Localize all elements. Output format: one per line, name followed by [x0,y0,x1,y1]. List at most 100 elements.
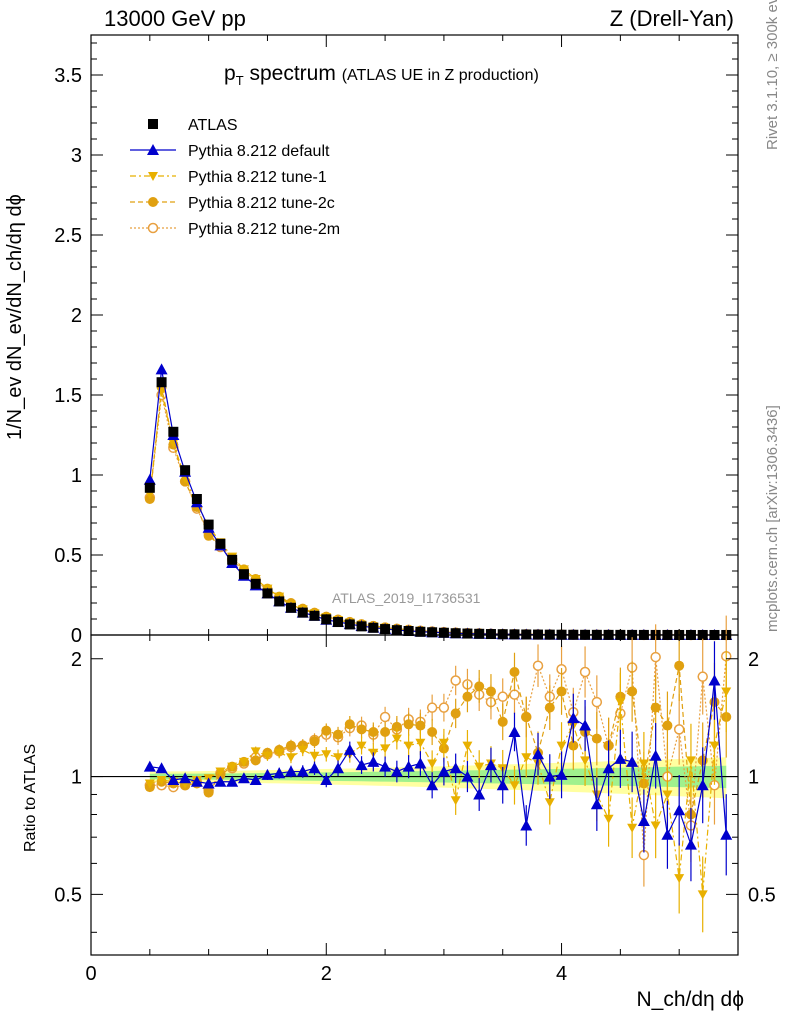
point-tune2c [203,530,214,541]
ratio-point-tune2c [556,686,567,697]
point-default [155,363,168,375]
ratio-line-tune2m [149,656,727,856]
ratio-point-default [284,765,297,777]
analysis-watermark: ATLAS_2019_I1736531 [332,590,481,606]
ratio-point-default [449,762,462,774]
ratio-point-default [661,828,674,840]
point-atlas [509,629,520,640]
point-atlas [297,607,308,618]
legend-label: Pythia 8.212 tune-2c [188,195,335,212]
ratio-point-default [484,759,497,771]
point-atlas [262,588,273,599]
point-atlas [415,626,426,637]
point-atlas [215,538,226,549]
ratio-point-default [696,779,709,791]
point-atlas [450,628,461,639]
ratio-point-tune1 [521,753,532,763]
point-default [143,473,156,485]
legend-marker [147,144,159,155]
ratio-point-default [532,748,545,760]
ratio-point-tune1 [438,738,449,748]
ratio-tick-label-right: 0.5 [748,884,776,906]
ratio-point-default [684,838,697,850]
ratio-point-tune1 [356,741,367,751]
ratio-point-tune1 [427,759,438,769]
ratio-point-tune1 [556,741,567,751]
legend-label: Pythia 8.212 default [188,143,330,160]
ratio-point-tune2c [368,726,379,737]
ratio-tick-label-left: 2 [71,649,82,671]
rivet-info: Rivet 3.1.10, ≥ 300k events [764,0,781,150]
ratio-point-default [343,743,356,755]
ratio-y-axis-label: Ratio to ATLAS [22,743,39,852]
point-atlas [285,602,296,613]
point-atlas [333,617,344,628]
point-atlas [368,622,379,633]
y-tick-label: 1 [71,465,82,487]
x-tick-label: 2 [321,963,332,985]
ratio-point-tune1 [450,796,461,806]
ratio-point-tune1 [380,744,391,754]
ratio-point-default [308,762,321,774]
title-sub: T [235,73,244,89]
point-atlas [344,619,355,630]
ratio-point-tune2c [344,719,355,730]
ratio-point-tune1 [215,767,226,777]
ratio-point-tune1 [650,821,661,831]
y-tick-label: 2.5 [54,225,82,247]
point-atlas [427,627,438,638]
ratio-point-tune2m [426,702,438,713]
ratio-point-tune2c [521,711,532,722]
ratio-point-default [202,777,215,789]
legend-label: Pythia 8.212 tune-2m [188,221,340,238]
point-atlas [462,628,473,639]
plot-title: pT spectrum (ATLAS UE in Z production) [224,62,539,88]
ratio-point-default [437,765,450,777]
ratio-point-tune2c [309,736,320,747]
y-tick-label: 0.5 [54,545,82,567]
legend-item-tune1: Pythia 8.212 tune-1 [130,169,327,186]
ratio-point-tune1 [627,823,638,833]
y-tick-label: 0 [71,625,82,647]
ratio-point-default [426,779,439,791]
energy-label: 13000 GeV pp [104,6,246,31]
ratio-point-default [190,775,203,787]
ratio-point-tune1 [685,756,696,766]
point-atlas [356,621,367,632]
ratio-point-tune1 [721,687,732,697]
ratio-point-default [143,760,156,772]
ratio-point-tune2c [380,726,391,737]
ratio-point-default [296,765,309,777]
ratio-point-tune2m [591,696,603,708]
ratio-point-tune2m [438,702,450,713]
ratio-point-default [626,755,639,767]
ratio-point-tune2c [203,787,214,798]
point-atlas [485,629,496,640]
point-atlas [309,610,320,621]
ratio-point-tune2m [673,724,685,735]
point-atlas [191,494,202,504]
ratio-point-default [590,798,603,810]
ratio-point-default [496,779,509,791]
ratio-point-tune1 [509,781,520,791]
ratio-point-default [602,762,615,774]
point-atlas [180,465,191,476]
ratio-point-tune2c [391,721,402,732]
ratio-point-tune1 [274,748,285,758]
x-tick-label: 4 [556,963,567,985]
ratio-point-tune1 [391,734,402,744]
point-atlas [168,426,179,437]
ratio-point-default [237,772,250,784]
ratio-point-default [390,765,403,777]
point-atlas [238,569,249,580]
y-axis-label: 1/N_ev dN_ev/dN_ch/dη dϕ [4,194,26,440]
point-atlas [474,628,485,639]
legend-marker [148,172,158,181]
ratio-point-default [720,828,733,840]
ratio-point-tune2m [697,671,708,682]
ratio-point-default [673,804,686,816]
ratio-point-tune2c [462,691,473,702]
x-axis-label: N_ch/dη dϕ [636,988,745,1011]
ratio-point-default [555,768,568,780]
